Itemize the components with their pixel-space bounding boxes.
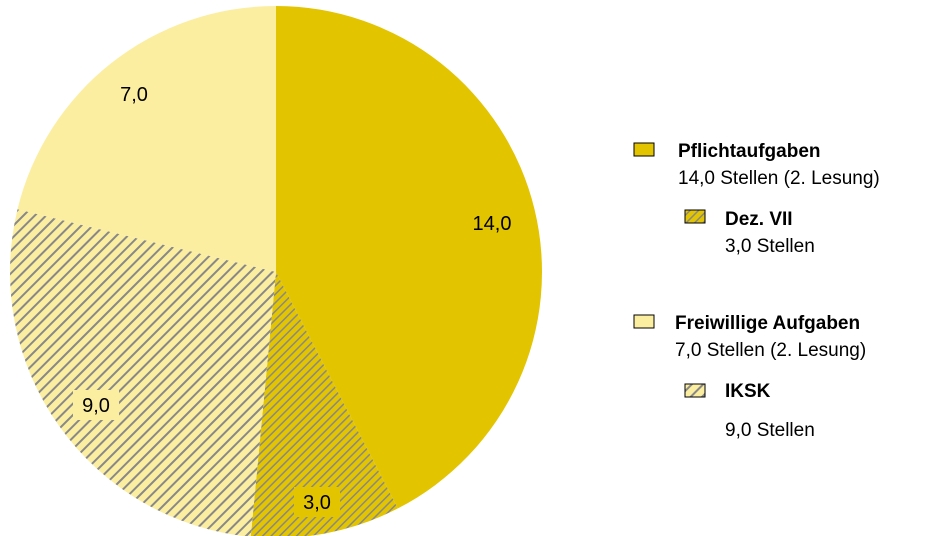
slice-label-dez-vii-bg xyxy=(294,487,340,517)
legend-sub-dez-vii: 3,0 Stellen xyxy=(725,236,815,257)
legend-title-iksk: IKSK xyxy=(725,381,771,402)
slice-label-dez-vii-group: 3,0 xyxy=(294,487,340,517)
legend-title-pflichtaufgaben: Pflichtaufgaben xyxy=(678,141,821,162)
slice-label-dez-vii: 3,0 xyxy=(303,492,331,514)
legend-swatch-freiwillige-aufgaben xyxy=(633,314,655,329)
legend-item-pflichtaufgaben: Pflichtaufgaben 14,0 Stellen (2. Lesung) xyxy=(633,141,880,189)
legend-sub-pflichtaufgaben: 14,0 Stellen (2. Lesung) xyxy=(678,168,880,189)
legend-sub-freiwillige-aufgaben: 7,0 Stellen (2. Lesung) xyxy=(675,340,866,361)
legend-swatch-dez-vii xyxy=(684,209,706,224)
pie-slice-iksk xyxy=(10,209,276,536)
legend-title-freiwillige-aufgaben: Freiwillige Aufgaben xyxy=(675,313,860,334)
legend-title-dez-vii: Dez. VII xyxy=(725,209,793,230)
legend-item-iksk: IKSK 9,0 Stellen xyxy=(684,381,815,441)
slice-label-iksk: 9,0 xyxy=(82,395,110,417)
slice-label-freiwillig: 7,0 xyxy=(120,84,148,106)
legend-item-freiwillige-aufgaben: Freiwillige Aufgaben 7,0 Stellen (2. Les… xyxy=(633,313,866,361)
legend-item-dez-vii: Dez. VII 3,0 Stellen xyxy=(684,209,815,257)
slice-label-pflicht: 14,0 xyxy=(473,213,512,235)
slice-label-iksk-group: 9,0 xyxy=(73,390,119,420)
slice-label-iksk-bg xyxy=(73,390,119,420)
pie-slice-pflichtaufgaben xyxy=(276,6,543,509)
legend-swatch-pflichtaufgaben xyxy=(633,142,655,157)
legend-sub-iksk: 9,0 Stellen xyxy=(725,420,815,441)
pie-slice-dez-vii xyxy=(250,272,398,536)
legend: Pflichtaufgaben 14,0 Stellen (2. Lesung)… xyxy=(633,141,880,441)
pie-slice-freiwillige-aufgaben xyxy=(17,5,277,272)
legend-swatch-iksk xyxy=(684,383,706,398)
